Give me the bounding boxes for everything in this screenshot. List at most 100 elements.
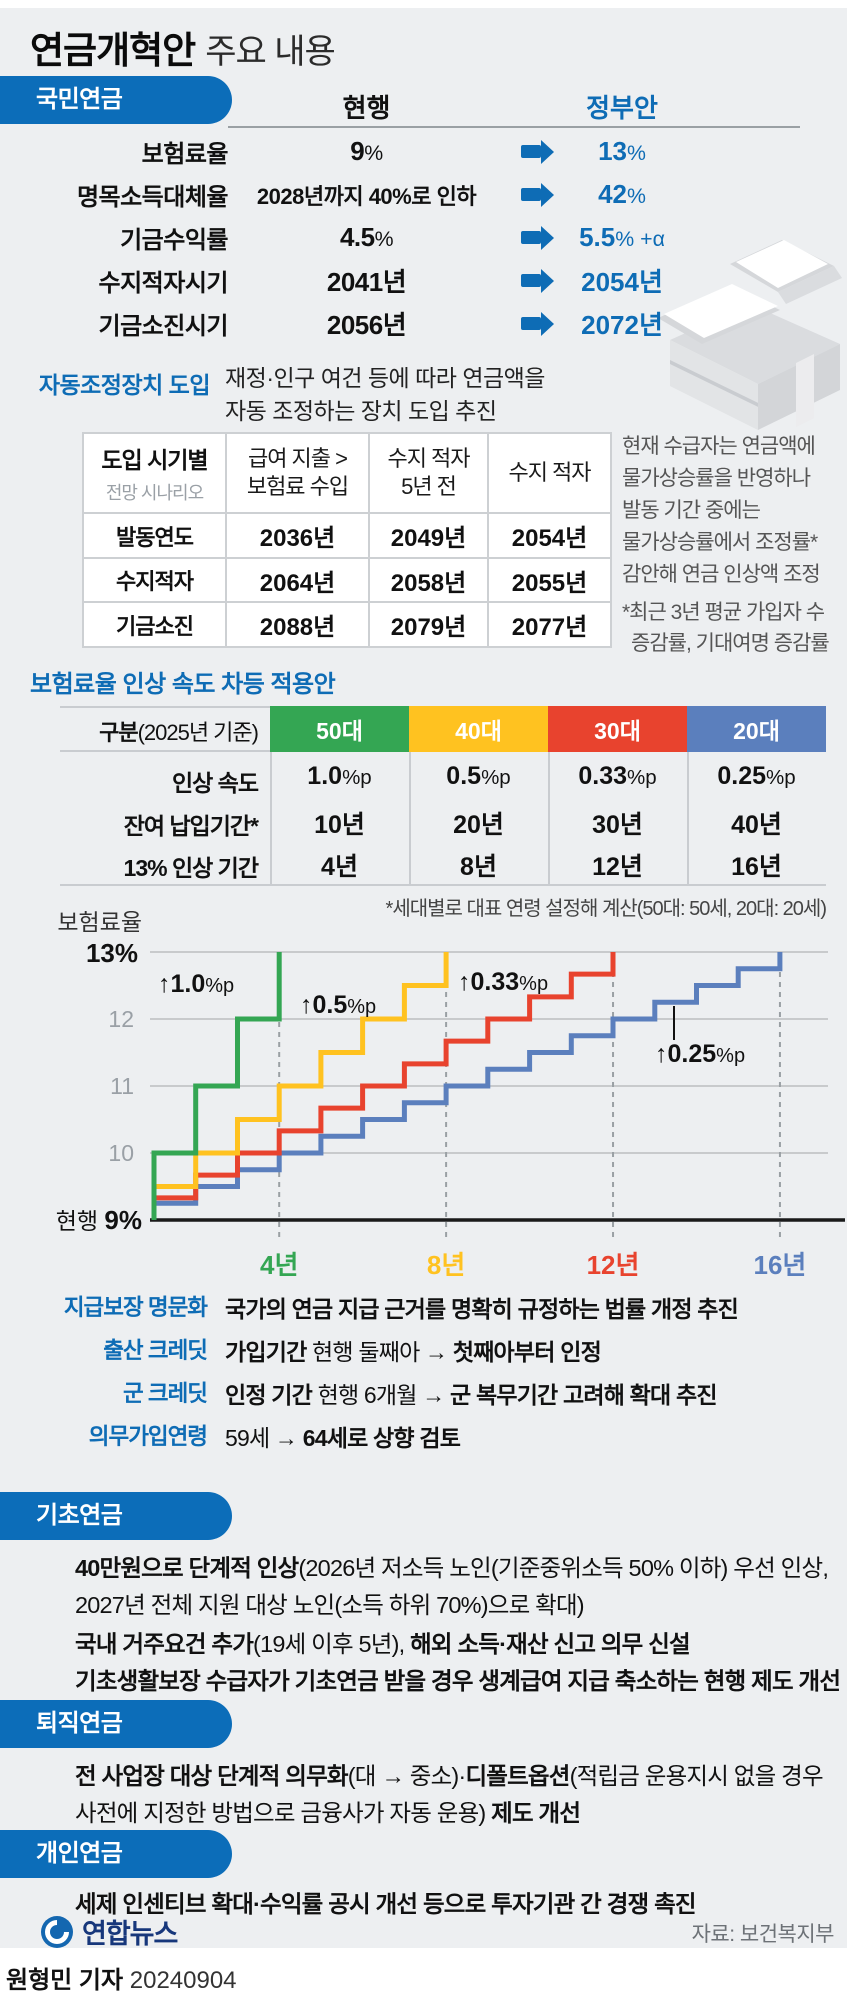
scenario-table: 도입 시기별 전망 시나리오 급여 지출 > 보험료 수입 수지 적자 5년 전…: [82, 432, 612, 648]
paper-stack-illustration: [658, 240, 842, 430]
svg-text:↑0.5%p: ↑0.5%p: [300, 991, 376, 1019]
section-pill-retirement-pension: 퇴직연금: [0, 1700, 232, 1748]
credit-label: 지급보장 명문화: [63, 1295, 208, 1320]
table-row: 기금수익률 4.5% 5.5% +α: [0, 216, 847, 259]
basic-pension-item2: 국내 거주요건 추가(19세 이후 5년), 해외 소득·재산 신고 의무 신설: [75, 1631, 691, 1657]
government-value: 5.5% +α: [579, 222, 665, 252]
column-header-current: 현행: [342, 93, 391, 123]
arrow-cell: [505, 231, 557, 244]
byline-date: 20240904: [129, 1967, 237, 1994]
right-arrow-icon: [521, 145, 541, 158]
basic-pension-item1: 40만원으로 단계적 인상(2026년 저소득 노인(기준중위소득 50% 이하…: [75, 1555, 829, 1618]
svg-text:12: 12: [108, 1006, 134, 1032]
diff-value: 8년: [460, 853, 497, 881]
scenario-row-label: 발동연도: [84, 514, 227, 559]
row-label: 기금수익률: [120, 227, 228, 254]
svg-text:보험료율: 보험료율: [57, 909, 142, 935]
scenario-header-deficit-5yr: 수지 적자 5년 전: [370, 434, 489, 514]
diff-row-label: 13% 인상 기간: [123, 855, 259, 881]
svg-text:4년: 4년: [260, 1250, 298, 1280]
current-value: 2041년: [326, 267, 407, 297]
svg-text:현행 9%: 현행 9%: [56, 1205, 142, 1235]
premium-rate-step-chart: 10 11 12 보험료율 13% 현행 9% 4년 8년 12년 16년 ↑0.25%p ↑0.33…: [56, 909, 845, 1280]
diff-divider: [548, 752, 550, 884]
scenario-value: 2079년: [370, 603, 489, 648]
diff-value: 10년: [314, 811, 365, 839]
data-source: 자료: 보건복지부: [691, 1923, 835, 1946]
credit-row: 군 크레딧 인정 기간 현행 6개월 → 군 복무기간 고려해 확대 추진: [0, 1376, 847, 1410]
svg-text:10: 10: [108, 1140, 134, 1166]
scenario-value: 2054년: [489, 514, 612, 559]
scenario-header-deficit: 수지 적자: [489, 434, 612, 514]
government-value: 2072년: [581, 310, 663, 340]
scenario-value: 2055년: [489, 559, 612, 603]
current-recipient-note: 현재 수급자는 연금액에 물가상승률을 반영하나 발동 기간 중에는 물가상승률…: [622, 435, 821, 586]
svg-text:13%: 13%: [86, 938, 138, 968]
note-footnote: *최근 3년 평균 가입자 수 증감률, 기대여명 증감률: [622, 601, 830, 655]
generation-band-50s: 50대: [270, 706, 409, 752]
diff-value: 40년: [731, 811, 782, 839]
right-arrow-icon: [521, 188, 541, 201]
row-label: 보험료율: [141, 141, 229, 168]
credit-label: 군 크레딧: [122, 1381, 208, 1406]
current-value: 4.5%: [339, 222, 394, 252]
diff-col-header: 구분(2025년 기준): [99, 720, 259, 745]
diff-value: 0.5%p: [446, 762, 511, 790]
diff-value: 1.0%p: [307, 762, 372, 790]
diff-divider: [409, 752, 411, 884]
section-pill-national-pension: 국민연금: [0, 76, 232, 124]
yonhap-logo: 연합뉴스: [40, 1912, 178, 1951]
auto-adjust-description: 재정·인구 여건 등에 따라 연금액을 자동 조정하는 장치 도입 추진: [225, 362, 545, 428]
row-label: 수지적자시기: [98, 270, 229, 297]
scenario-value: 2088년: [227, 603, 370, 648]
diff-row-label: 잔여 납입기간*: [123, 813, 259, 839]
government-value: 13%: [598, 136, 646, 166]
section-pill-personal-pension: 개인연금: [0, 1830, 232, 1878]
diff-table-footnote: *세대별로 대표 연령 설정해 계산(50대: 50세, 20대: 20세): [385, 898, 827, 920]
table-row: 명목소득대체율 2028년까지 40%로 인하 42%: [0, 173, 847, 216]
credit-body: 가입기간 현행 둘째아 → 첫째아부터 인정: [225, 1339, 602, 1365]
svg-text:11: 11: [110, 1073, 134, 1099]
scenario-value: 2064년: [227, 559, 370, 603]
current-value: 2056년: [326, 310, 407, 340]
column-header-government: 정부안: [586, 93, 658, 123]
page-title: 연금개혁안 주요 내용: [30, 20, 336, 74]
scenario-header-intro-timing: 도입 시기별 전망 시나리오: [84, 434, 227, 514]
scenario-value: 2077년: [489, 603, 612, 648]
row-label: 기금소진시기: [98, 313, 229, 340]
diff-row-label: 인상 속도: [171, 770, 259, 796]
diff-value: 0.25%p: [717, 762, 796, 790]
right-arrow-icon: [521, 274, 541, 287]
diff-value: 12년: [592, 853, 643, 881]
generation-band-30s: 30대: [548, 706, 687, 752]
scenario-header-expend-exceeds: 급여 지출 > 보험료 수입: [227, 434, 370, 514]
auto-adjust-desc-line1: 재정·인구 여건 등에 따라 연금액을: [225, 365, 545, 391]
scenario-value: 2058년: [370, 559, 489, 603]
personal-pension-body: 세제 인센티브 확대·수익률 공시 개선 등으로 투자기관 간 경쟁 촉진: [75, 1891, 697, 1917]
svg-text:8년: 8년: [427, 1250, 465, 1280]
svg-text:↑1.0%p: ↑1.0%p: [158, 970, 234, 998]
credit-label: 의무가입연령: [88, 1424, 208, 1449]
table-row: 수지적자시기 2041년 2054년: [0, 259, 847, 302]
generation-band-20s: 20대: [687, 706, 826, 752]
byline-reporter: 원형민 기자: [6, 1967, 124, 1994]
table-row: 보험료율 9% 13%: [0, 130, 847, 173]
credit-label: 출산 크레딧: [103, 1338, 208, 1363]
svg-text:16년: 16년: [754, 1250, 807, 1280]
generation-band-40s: 40대: [409, 706, 548, 752]
credit-body: 59세 → 64세로 상향 검토: [225, 1425, 461, 1451]
auto-adjust-label: 자동조정장치 도입: [38, 372, 211, 398]
current-value: 2028년까지 40%로 인하: [256, 183, 477, 209]
section-pill-basic-pension: 기초연금: [0, 1492, 232, 1540]
yonhap-logo-icon: [41, 1915, 73, 1948]
scenario-value: 2036년: [227, 514, 370, 559]
byline: 원형민 기자 20240904: [6, 1960, 237, 1995]
arrow-cell: [505, 145, 557, 158]
scenario-row-label: 수지적자: [84, 559, 227, 603]
svg-text:↑0.25%p: ↑0.25%p: [655, 1040, 745, 1068]
credit-row: 지급보장 명문화 국가의 연금 지급 근거를 명확히 규정하는 법률 개정 추진: [0, 1290, 847, 1324]
diff-label-top-border: [60, 706, 270, 708]
scenario-value: 2049년: [370, 514, 489, 559]
arrow-cell: [505, 188, 557, 201]
diff-bottom-border: [60, 884, 826, 886]
